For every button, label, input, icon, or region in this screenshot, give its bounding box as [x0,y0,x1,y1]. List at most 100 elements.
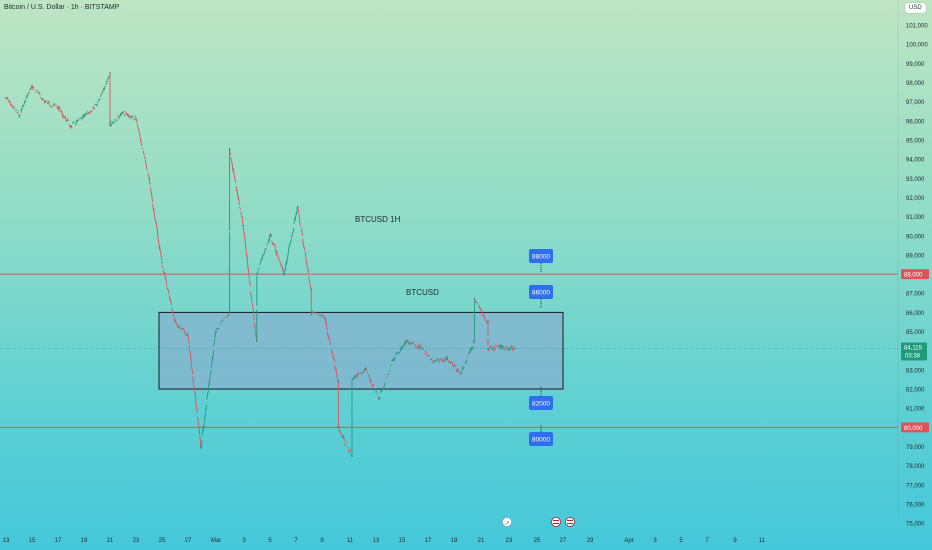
price-segment [55,104,58,107]
price-segment [6,96,9,100]
rocket-icon[interactable] [502,517,512,527]
y-tick-label: 77,000 [906,483,925,489]
price-segment [182,327,185,332]
price-segment [387,373,390,376]
price-segment [165,276,168,286]
price-segment [286,256,289,265]
price-segment [94,103,97,106]
price-segment [159,245,162,255]
price-segment [439,357,442,361]
price-segment [84,112,87,116]
price-point [44,100,46,103]
price-point [351,455,353,457]
price-segment [153,208,156,220]
currency-button[interactable]: USD [905,3,926,13]
target-label-box[interactable] [529,396,553,410]
y-tick-label: 82,000 [906,388,925,394]
price-segment [109,120,112,125]
price-segment [89,110,92,114]
y-tick-label: 101,000 [906,24,928,30]
price-segment [335,367,338,378]
price-segment [122,110,125,113]
price-segment [318,313,321,317]
price-point [256,273,258,275]
target-label-box[interactable] [529,285,553,299]
price-segment [393,357,396,361]
y-tick-label: 76,000 [906,503,925,509]
price-segment [113,121,115,124]
price-segment [448,360,451,363]
x-tick-label: 17 [425,538,432,544]
target-label-box[interactable] [529,249,553,263]
level-tag-label: 88,000 [904,273,923,279]
price-segment [216,327,219,331]
price-segment [329,341,332,345]
y-tick-label: 90,000 [906,234,925,240]
price-segment [465,359,468,364]
price-segment [198,423,201,436]
price-segment [383,382,386,387]
us-flag-icon[interactable] [551,517,561,527]
x-tick-label: 23 [133,538,140,544]
price-segment [408,341,411,345]
price-segment [16,111,19,114]
price-segment [382,386,385,391]
price-segment [313,311,316,314]
y-tick-label: 96,000 [906,119,925,125]
price-segment [485,319,488,323]
price-segment [247,267,250,280]
price-segment [370,379,373,383]
price-point [487,348,489,350]
price-segment [110,122,113,127]
price-segment [143,155,146,160]
price-segment [451,361,454,368]
us-flag-icon[interactable] [565,517,575,527]
price-segment [180,328,183,331]
price-segment [18,115,21,118]
us-flag-stripe-icon [553,520,559,521]
target-label: 86000 [532,290,550,297]
price-segment [193,385,196,394]
price-point [109,123,111,126]
price-segment [226,313,229,316]
x-tick-label: 3 [242,538,246,544]
price-segment [24,99,27,103]
price-segment [75,119,78,126]
price-segment [38,91,41,96]
price-segment [176,325,179,329]
price-segment [161,264,164,269]
price-segment [215,327,218,330]
price-segment [199,435,202,448]
price-segment [12,106,15,109]
price-segment [127,113,130,118]
price-segment [195,405,198,414]
price-segment [298,213,301,225]
price-segment [241,216,244,226]
price-point [296,206,299,208]
y-tick-label: 89,000 [906,253,925,259]
price-segment [212,350,215,360]
price-segment [347,449,350,454]
range-box[interactable] [158,311,564,390]
price-point [487,321,489,323]
target-label-box[interactable] [529,432,553,446]
price-point [310,288,312,291]
price-segment [220,320,223,323]
price-segment [31,84,34,91]
price-segment [205,404,208,412]
price-segment [360,372,363,376]
current-price-tag [901,342,927,361]
price-segment [367,374,370,377]
price-segment [407,339,410,344]
price-segment [56,107,59,110]
price-segment [504,347,507,350]
x-tick-label: 23 [506,538,513,544]
price-segment [76,118,79,123]
price-segment [496,345,499,348]
price-segment [278,260,281,262]
price-segment [179,325,182,327]
price-segment [69,125,72,129]
price-segment [462,367,465,369]
price-segment [269,233,273,237]
